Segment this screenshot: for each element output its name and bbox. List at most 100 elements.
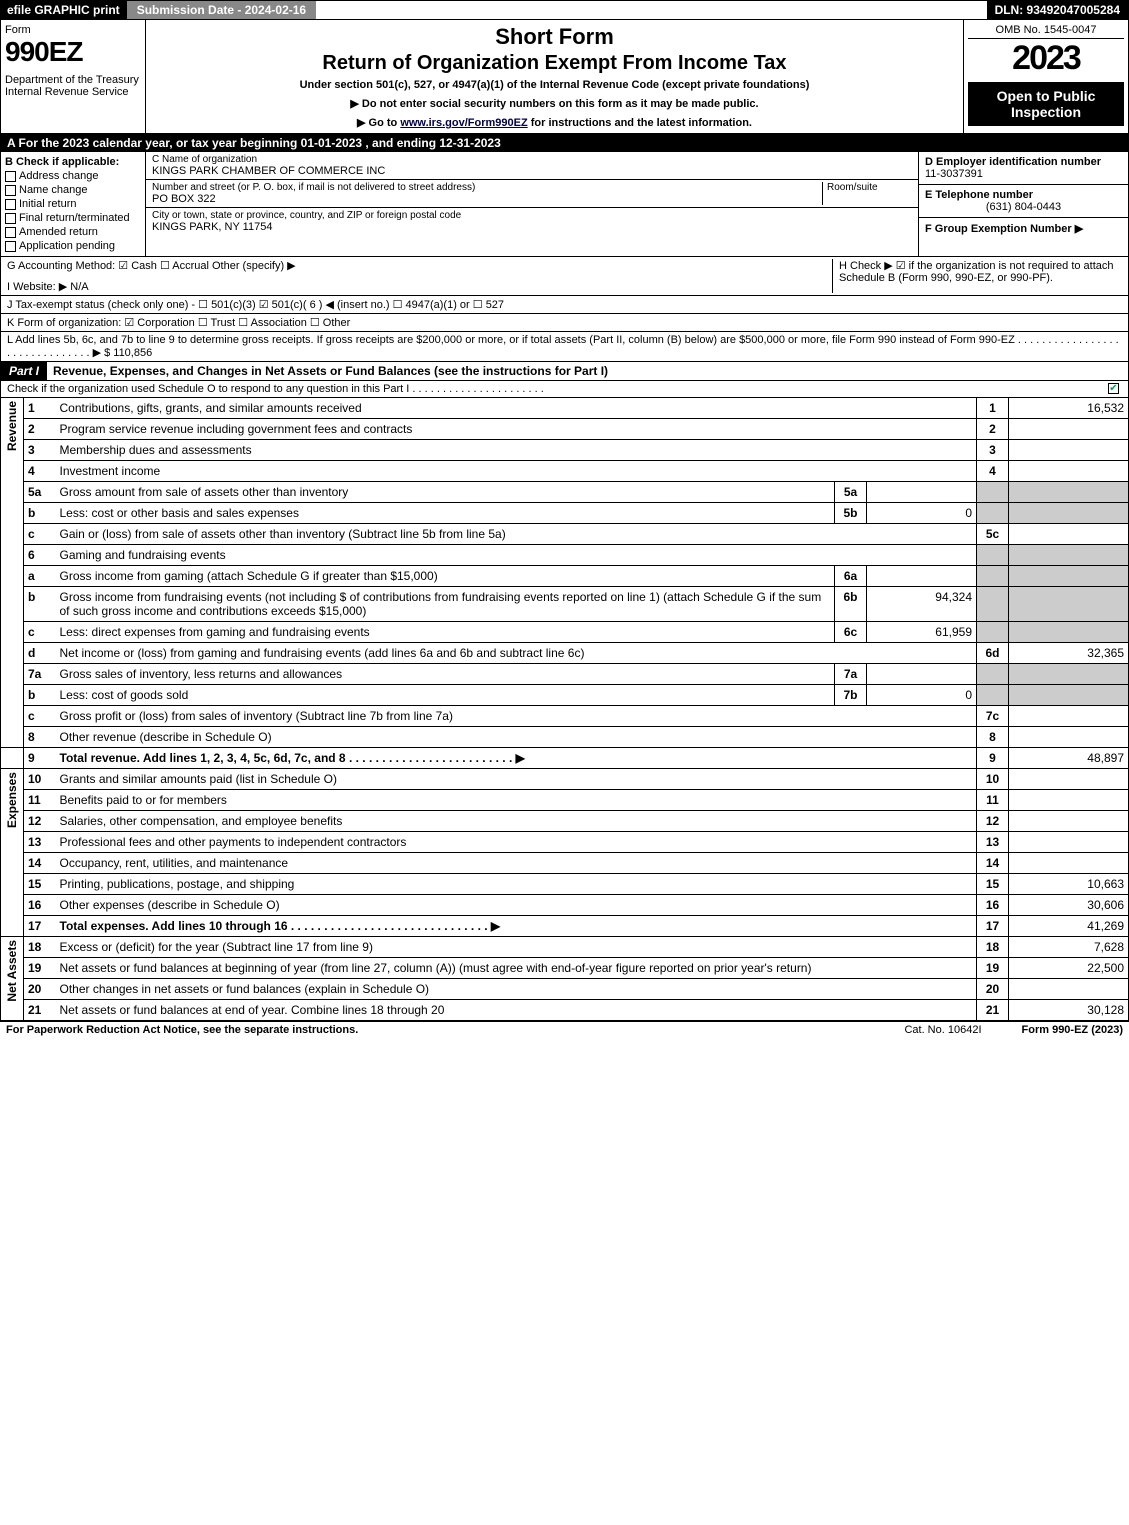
dept-label: Department of the Treasury Internal Reve… <box>5 74 141 98</box>
org-name-cell: C Name of organization KINGS PARK CHAMBE… <box>146 152 918 180</box>
irs-link[interactable]: www.irs.gov/Form990EZ <box>400 117 527 129</box>
row-a-taxyear: A For the 2023 calendar year, or tax yea… <box>0 134 1129 152</box>
part1-title: Revenue, Expenses, and Changes in Net As… <box>47 362 1128 380</box>
info-block: B Check if applicable: Address change Na… <box>0 152 1129 257</box>
part1-note-row: Check if the organization used Schedule … <box>0 381 1129 398</box>
j-tax-exempt: J Tax-exempt status (check only one) - ☐… <box>0 296 1129 314</box>
footer-catno: Cat. No. 10642I <box>904 1024 981 1036</box>
table-row: 7aGross sales of inventory, less returns… <box>1 664 1129 685</box>
table-row: 5aGross amount from sale of assets other… <box>1 482 1129 503</box>
table-row: Net Assets 18Excess or (deficit) for the… <box>1 937 1129 958</box>
street-cell: Number and street (or P. O. box, if mail… <box>146 180 918 208</box>
h-schedule-b: H Check ▶ ☑ if the organization is not r… <box>832 259 1122 293</box>
f-label: F Group Exemption Number ▶ <box>925 223 1083 235</box>
table-row: Expenses 10Grants and similar amounts pa… <box>1 769 1129 790</box>
note-ssn: ▶ Do not enter social security numbers o… <box>154 97 955 110</box>
section-def: D Employer identification number 11-3037… <box>918 152 1128 256</box>
f-group: F Group Exemption Number ▶ <box>919 218 1128 239</box>
footer-formno: Form 990-EZ (2023) <box>1022 1024 1123 1036</box>
table-row: Revenue 1Contributions, gifts, grants, a… <box>1 398 1129 419</box>
table-row: 8Other revenue (describe in Schedule O)8 <box>1 727 1129 748</box>
title-short-form: Short Form <box>154 24 955 50</box>
table-row: cLess: direct expenses from gaming and f… <box>1 622 1129 643</box>
city-label: City or town, state or province, country… <box>152 210 912 221</box>
open-public: Open to Public Inspection <box>968 82 1124 126</box>
table-row: bLess: cost or other basis and sales exp… <box>1 503 1129 524</box>
table-row: 16Other expenses (describe in Schedule O… <box>1 895 1129 916</box>
k-form-org: K Form of organization: ☑ Corporation ☐ … <box>0 314 1129 332</box>
i-website: I Website: ▶ N/A <box>7 280 824 293</box>
table-row: 2Program service revenue including gover… <box>1 419 1129 440</box>
table-row: 15Printing, publications, postage, and s… <box>1 874 1129 895</box>
form-label: Form <box>5 24 141 36</box>
street-value: PO BOX 322 <box>152 193 822 205</box>
table-row: bLess: cost of goods sold7b0 <box>1 685 1129 706</box>
chk-name-change[interactable]: Name change <box>5 184 141 196</box>
c-name-label: C Name of organization <box>152 154 912 165</box>
d-label: D Employer identification number <box>925 156 1122 168</box>
part1-tab: Part I <box>1 362 47 380</box>
table-row: 20Other changes in net assets or fund ba… <box>1 979 1129 1000</box>
section-c: C Name of organization KINGS PARK CHAMBE… <box>146 152 918 256</box>
footer-left: For Paperwork Reduction Act Notice, see … <box>6 1024 358 1036</box>
dln-number: DLN: 93492047005284 <box>987 1 1128 19</box>
part1-header: Part I Revenue, Expenses, and Changes in… <box>0 362 1129 381</box>
chk-address-change[interactable]: Address change <box>5 170 141 182</box>
table-row: 4Investment income4 <box>1 461 1129 482</box>
table-row: 3Membership dues and assessments3 <box>1 440 1129 461</box>
table-row: bGross income from fundraising events (n… <box>1 587 1129 622</box>
e-label: E Telephone number <box>925 189 1122 201</box>
page-footer: For Paperwork Reduction Act Notice, see … <box>0 1021 1129 1038</box>
header-left: Form 990EZ Department of the Treasury In… <box>1 20 146 133</box>
phone-value: (631) 804-0443 <box>925 201 1122 213</box>
header-mid: Short Form Return of Organization Exempt… <box>146 20 963 133</box>
header-right: OMB No. 1545-0047 2023 Open to Public In… <box>963 20 1128 133</box>
e-phone: E Telephone number (631) 804-0443 <box>919 185 1128 218</box>
table-row: dNet income or (loss) from gaming and fu… <box>1 643 1129 664</box>
row-gh: G Accounting Method: ☑ Cash ☐ Accrual Ot… <box>0 257 1129 296</box>
org-name: KINGS PARK CHAMBER OF COMMERCE INC <box>152 165 912 177</box>
table-row: 17Total expenses. Add lines 10 through 1… <box>1 916 1129 937</box>
table-row: 6Gaming and fundraising events <box>1 545 1129 566</box>
table-row: 21Net assets or fund balances at end of … <box>1 1000 1129 1021</box>
street-label: Number and street (or P. O. box, if mail… <box>152 182 822 193</box>
top-bar: efile GRAPHIC print Submission Date - 20… <box>0 0 1129 20</box>
table-row: 9Total revenue. Add lines 1, 2, 3, 4, 5c… <box>1 748 1129 769</box>
part1-table: Revenue 1Contributions, gifts, grants, a… <box>0 398 1129 1021</box>
city-value: KINGS PARK, NY 11754 <box>152 221 912 233</box>
l-gross-receipts: L Add lines 5b, 6c, and 7b to line 9 to … <box>0 332 1129 362</box>
subtitle: Under section 501(c), 527, or 4947(a)(1)… <box>154 79 955 91</box>
efile-badge: efile GRAPHIC print <box>1 1 126 19</box>
chk-amended-return[interactable]: Amended return <box>5 226 141 238</box>
table-row: cGain or (loss) from sale of assets othe… <box>1 524 1129 545</box>
table-row: 14Occupancy, rent, utilities, and mainte… <box>1 853 1129 874</box>
note-goto: ▶ Go to www.irs.gov/Form990EZ for instru… <box>154 116 955 129</box>
form-header: Form 990EZ Department of the Treasury In… <box>0 20 1129 134</box>
g-accounting: G Accounting Method: ☑ Cash ☐ Accrual Ot… <box>7 259 824 272</box>
side-expenses: Expenses <box>5 772 19 828</box>
city-cell: City or town, state or province, country… <box>146 208 918 235</box>
title-return: Return of Organization Exempt From Incom… <box>154 52 955 75</box>
table-row: 19Net assets or fund balances at beginni… <box>1 958 1129 979</box>
chk-initial-return[interactable]: Initial return <box>5 198 141 210</box>
table-row: 11Benefits paid to or for members11 <box>1 790 1129 811</box>
ein-value: 11-3037391 <box>925 168 1122 180</box>
part1-note: Check if the organization used Schedule … <box>7 383 1108 395</box>
part1-checkbox[interactable] <box>1108 383 1119 394</box>
side-netassets: Net Assets <box>5 940 19 1002</box>
b-label: B Check if applicable: <box>5 156 141 168</box>
table-row: cGross profit or (loss) from sales of in… <box>1 706 1129 727</box>
tax-year: 2023 <box>968 39 1124 78</box>
chk-application-pending[interactable]: Application pending <box>5 240 141 252</box>
table-row: 13Professional fees and other payments t… <box>1 832 1129 853</box>
omb-number: OMB No. 1545-0047 <box>968 24 1124 39</box>
form-number: 990EZ <box>5 36 141 68</box>
side-revenue: Revenue <box>5 401 19 451</box>
table-row: aGross income from gaming (attach Schedu… <box>1 566 1129 587</box>
d-ein: D Employer identification number 11-3037… <box>919 152 1128 185</box>
chk-final-return[interactable]: Final return/terminated <box>5 212 141 224</box>
section-b: B Check if applicable: Address change Na… <box>1 152 146 256</box>
submission-date: Submission Date - 2024-02-16 <box>126 1 316 19</box>
room-label: Room/suite <box>827 182 912 193</box>
table-row: 12Salaries, other compensation, and empl… <box>1 811 1129 832</box>
